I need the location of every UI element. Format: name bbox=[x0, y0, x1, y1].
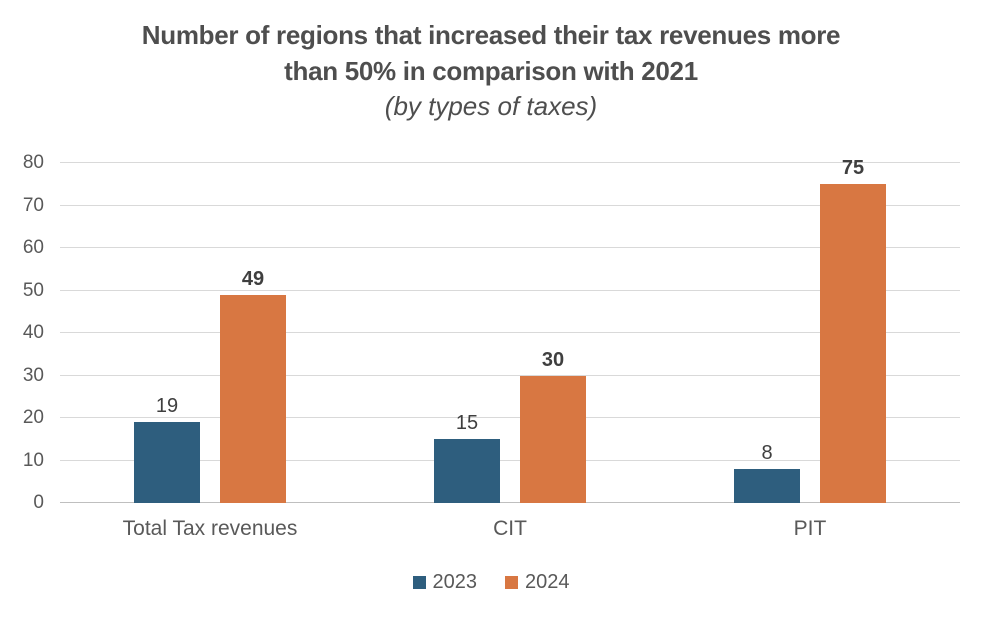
bar-column-2023-total-tax-revenues: 19 bbox=[134, 395, 200, 503]
y-tick-label-70: 70 bbox=[22, 194, 44, 216]
gridline-50 bbox=[60, 289, 960, 291]
bar-2024-total-tax-revenues bbox=[220, 294, 286, 503]
legend: 2023 2024 bbox=[0, 571, 982, 594]
gridline-40 bbox=[60, 332, 960, 333]
bar-2024-cit bbox=[520, 375, 586, 503]
gridline-20 bbox=[60, 417, 960, 418]
bar-value-label-2024-total-tax-revenues: 49 bbox=[241, 267, 265, 290]
bar-value-label-2024-pit: 75 bbox=[841, 157, 865, 180]
x-category-label-cit: CIT bbox=[493, 517, 527, 540]
gridline-0 bbox=[60, 502, 960, 503]
bar-group-total-tax-revenues: 19 49 bbox=[60, 163, 360, 503]
bar-2023-cit bbox=[434, 439, 500, 503]
bar-column-2023-pit: 8 bbox=[734, 442, 800, 503]
bar-2023-pit bbox=[734, 469, 800, 503]
chart-title-line-2: than 50% in comparison with 2021 bbox=[284, 56, 698, 86]
gridline-10 bbox=[60, 459, 960, 461]
chart-title-block: Number of regions that increased their t… bbox=[0, 17, 982, 123]
chart-title-line-1: Number of regions that increased their t… bbox=[141, 20, 841, 50]
y-tick-label-80: 80 bbox=[22, 152, 44, 173]
y-tick-label-60: 60 bbox=[22, 237, 44, 258]
gridline-80 bbox=[60, 162, 960, 163]
bar-2023-total-tax-revenues bbox=[134, 422, 200, 503]
y-tick-label-20: 20 bbox=[22, 407, 44, 428]
y-tick-label-30: 30 bbox=[22, 364, 44, 386]
bar-2024-pit bbox=[820, 184, 886, 503]
bar-group-cit: 15 30 bbox=[360, 163, 660, 503]
legend-swatch-2023 bbox=[412, 576, 426, 589]
bar-group-pit: 8 75 bbox=[660, 157, 960, 503]
bar-value-label-2023-total-tax-revenues: 19 bbox=[155, 395, 179, 418]
legend-swatch-2024 bbox=[505, 576, 518, 589]
gridline-60 bbox=[60, 247, 960, 248]
bar-value-label-2024-cit: 30 bbox=[541, 348, 565, 371]
legend-label-2023: 2023 bbox=[432, 571, 478, 593]
bar-column-2024-pit: 75 bbox=[820, 157, 886, 503]
gridline-70 bbox=[60, 204, 960, 206]
legend-label-2024: 2024 bbox=[525, 571, 570, 593]
y-tick-label-50: 50 bbox=[22, 279, 44, 301]
bar-value-label-2023-cit: 15 bbox=[455, 412, 479, 435]
y-tick-label-0: 0 bbox=[33, 492, 44, 513]
plot-area: 19 49 15 30 8 75 bbox=[60, 157, 960, 503]
legend-item-2023: 2023 bbox=[412, 571, 478, 594]
y-tick-label-40: 40 bbox=[22, 322, 44, 343]
x-category-label-pit: PIT bbox=[793, 517, 827, 540]
bar-column-2024-total-tax-revenues: 49 bbox=[220, 268, 286, 503]
bar-column-2023-cit: 15 bbox=[434, 412, 500, 503]
bar-value-label-2023-pit: 8 bbox=[761, 442, 773, 464]
legend-item-2024: 2024 bbox=[505, 571, 570, 594]
x-category-label-total-tax-revenues: Total Tax revenues bbox=[122, 517, 298, 540]
y-tick-label-10: 10 bbox=[22, 449, 44, 471]
bar-column-2024-cit: 30 bbox=[520, 348, 586, 503]
gridline-30 bbox=[60, 374, 960, 376]
chart-subtitle: (by types of taxes) bbox=[384, 91, 598, 121]
